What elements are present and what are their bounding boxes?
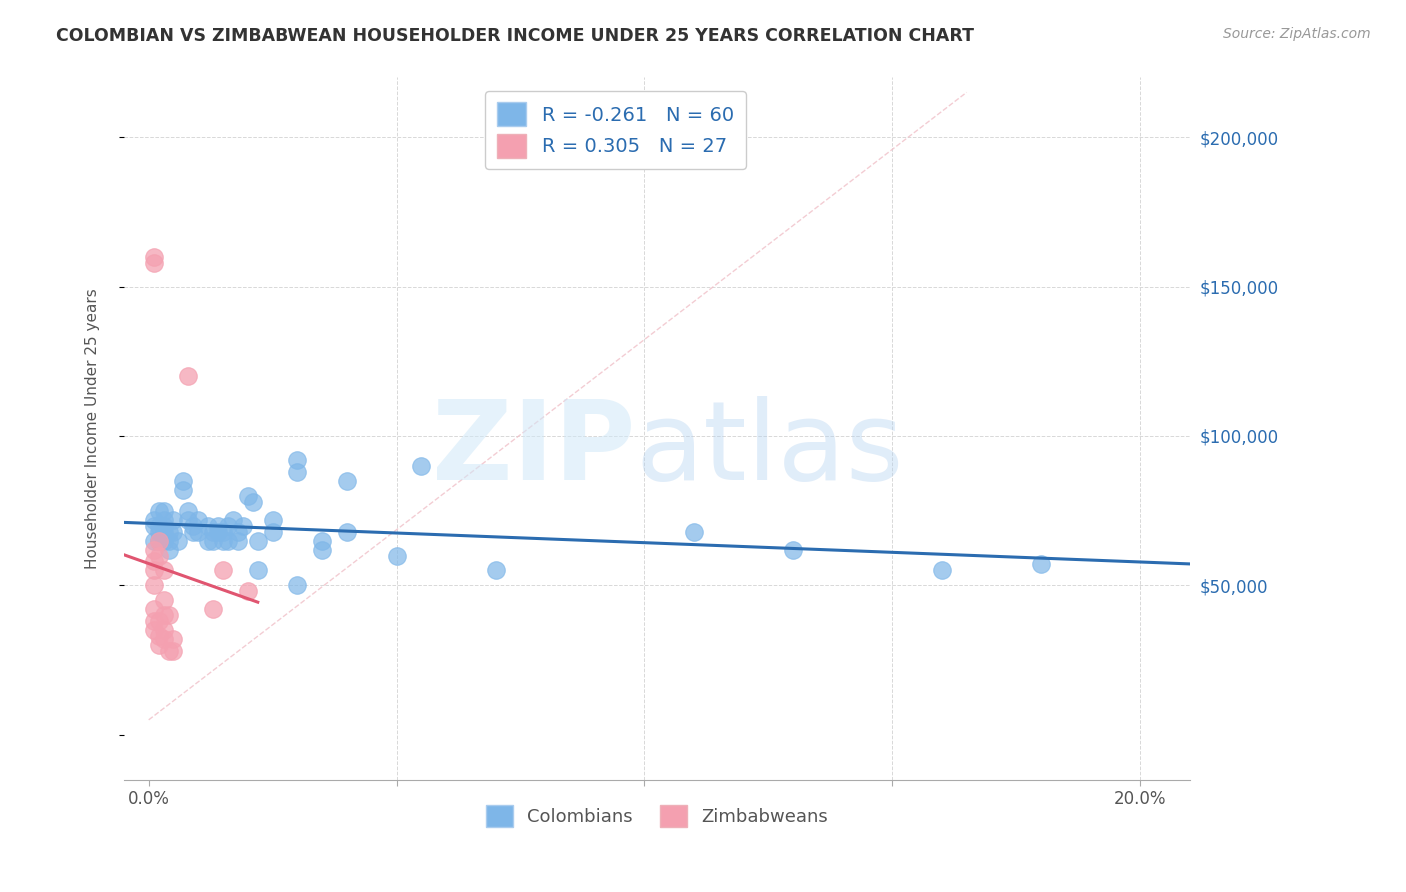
Point [142,554,165,568]
Text: ZIP: ZIP [432,396,636,503]
Point [212,524,235,539]
Point [181,518,204,533]
Point [148,549,170,563]
Point [142,542,165,557]
Point [157,533,180,548]
Point [142,564,165,578]
Point [236,584,259,599]
Point [152,593,174,607]
Point [162,524,184,539]
Point [485,564,508,578]
Legend: Colombians, Zimbabweans: Colombians, Zimbabweans [478,797,835,834]
Point [142,578,165,592]
Text: COLOMBIAN VS ZIMBABWEAN HOUSEHOLDER INCOME UNDER 25 YEARS CORRELATION CHART: COLOMBIAN VS ZIMBABWEAN HOUSEHOLDER INCO… [56,27,974,45]
Y-axis label: Householder Income Under 25 years: Householder Income Under 25 years [86,288,100,569]
Point [262,513,284,527]
Point [167,533,190,548]
Point [152,513,174,527]
Point [197,518,219,533]
Point [148,533,170,548]
Point [152,564,174,578]
Point [148,504,170,518]
Point [181,524,204,539]
Point [202,602,225,616]
Point [152,518,174,533]
Point [411,458,433,473]
Point [142,614,165,628]
Point [246,533,269,548]
Point [172,474,194,488]
Point [152,608,174,623]
Point [782,542,804,557]
Point [287,453,309,467]
Point [177,369,200,384]
Point [931,564,953,578]
Point [212,533,235,548]
Point [202,524,225,539]
Point [142,624,165,638]
Text: atlas: atlas [636,396,904,503]
Point [152,533,174,548]
Point [148,518,170,533]
Point [187,524,209,539]
Point [172,483,194,497]
Point [142,513,165,527]
Point [142,533,165,548]
Point [187,513,209,527]
Point [148,533,170,548]
Point [212,564,235,578]
Point [1029,558,1052,572]
Point [197,533,219,548]
Point [142,255,165,269]
Point [157,644,180,658]
Point [246,564,269,578]
Point [148,629,170,643]
Point [142,250,165,264]
Point [683,524,706,539]
Point [157,524,180,539]
Point [148,524,170,539]
Point [162,644,184,658]
Point [162,513,184,527]
Point [157,542,180,557]
Point [157,608,180,623]
Point [152,504,174,518]
Point [226,524,249,539]
Point [162,632,184,647]
Point [262,524,284,539]
Point [287,465,309,479]
Point [226,533,249,548]
Point [385,549,408,563]
Point [152,624,174,638]
Point [287,578,309,592]
Point [311,533,333,548]
Point [177,513,200,527]
Point [148,614,170,628]
Point [236,489,259,503]
Point [202,533,225,548]
Point [152,632,174,647]
Point [232,518,254,533]
Point [152,524,174,539]
Point [336,524,359,539]
Point [142,518,165,533]
Point [217,533,239,548]
Point [177,504,200,518]
Point [217,518,239,533]
Point [148,638,170,652]
Point [311,542,333,557]
Point [142,602,165,616]
Point [207,524,229,539]
Point [207,518,229,533]
Point [242,494,264,508]
Text: Source: ZipAtlas.com: Source: ZipAtlas.com [1223,27,1371,41]
Point [336,474,359,488]
Point [222,513,245,527]
